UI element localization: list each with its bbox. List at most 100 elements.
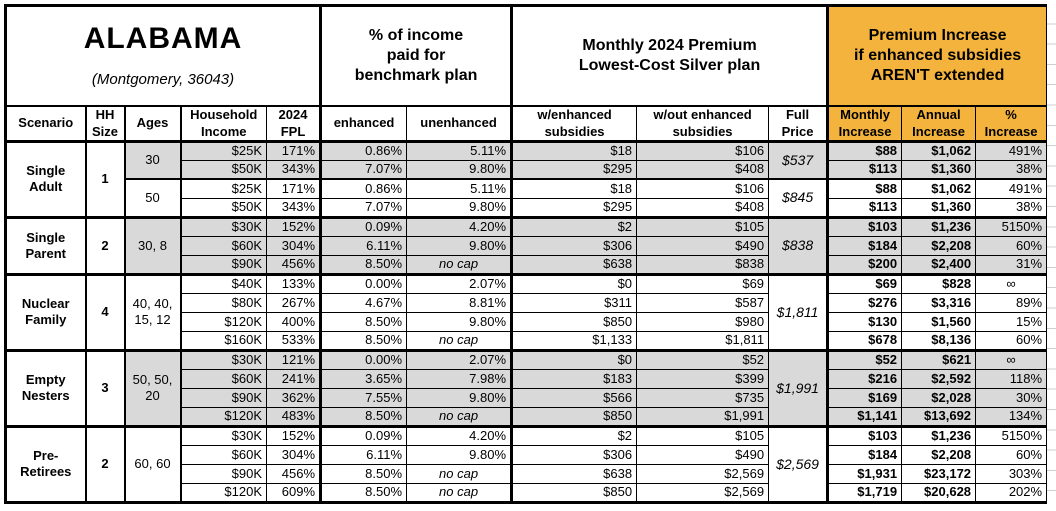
cell-pct-increase: 491% xyxy=(975,178,1050,199)
cell-annual-increase: $828 xyxy=(901,272,977,294)
cell-income: $50K xyxy=(180,197,267,218)
cell-income: $90K xyxy=(180,254,267,275)
cell-pct-increase: 134% xyxy=(975,406,1050,427)
cell-without-subsidies: $1,991 xyxy=(636,406,770,427)
cell-without-subsidies: $106 xyxy=(636,139,770,161)
cell-fpl: 456% xyxy=(265,254,323,275)
cell-monthly-increase: $200 xyxy=(827,254,903,275)
column-header-ages: Ages xyxy=(124,105,182,143)
cell-monthly-increase: $1,719 xyxy=(827,482,903,503)
cell-fpl: 343% xyxy=(265,159,323,180)
cell-annual-increase: $1,062 xyxy=(901,139,977,161)
cell-income: $60K xyxy=(180,444,267,465)
cell-fpl: 304% xyxy=(265,235,323,256)
cell-hh-size: 3 xyxy=(85,348,126,427)
table-row: 50 $25K 171% 0.86% 5.11% $18 $106 $845 $88 $1,062… xyxy=(6,178,1050,218)
table-row: Pre- Retirees 2 60, 60 $30K 152% 0.09% 4.20% $2… xyxy=(5,424,1050,503)
cell-fpl: 456% xyxy=(265,463,323,484)
cell-without-subsidies: $490 xyxy=(636,235,770,256)
cell-monthly-increase: $130 xyxy=(827,311,903,332)
cell-monthly-increase: $52 xyxy=(827,348,903,370)
cell-full-price: $1,811 xyxy=(768,272,830,351)
cell-unenhanced: 2.07% xyxy=(406,272,514,294)
cell-fpl: 241% xyxy=(265,368,323,389)
cell-ages: 60, 60 xyxy=(124,424,182,503)
table-row: $60K 241% 3.65% 7.98% $183 $399 $216 $2,592 118% xyxy=(6,368,1050,389)
cell-hh-size: 2 xyxy=(85,424,126,503)
cell-unenhanced: no cap xyxy=(406,463,514,484)
cell-pct-increase: 31% xyxy=(975,254,1050,275)
cell-income: $80K xyxy=(180,292,267,313)
cell-enhanced: 8.50% xyxy=(320,254,408,275)
cell-annual-increase: $1,360 xyxy=(901,197,977,218)
cell-fpl: 343% xyxy=(265,197,323,218)
cell-pct-increase: 5150% xyxy=(975,215,1050,237)
cell-without-subsidies: $408 xyxy=(636,159,770,180)
cell-pct-increase: 38% xyxy=(975,197,1050,218)
cell-without-subsidies: $105 xyxy=(636,215,770,237)
cell-enhanced: 0.09% xyxy=(320,215,408,237)
cell-with-subsidies: $566 xyxy=(511,387,638,408)
cell-monthly-increase: $103 xyxy=(827,215,903,237)
cell-with-subsidies: $850 xyxy=(511,406,638,427)
cell-full-price: $845 xyxy=(768,178,830,218)
cell-enhanced: 6.11% xyxy=(320,235,408,256)
cell-without-subsidies: $52 xyxy=(636,348,770,370)
cell-without-subsidies: $838 xyxy=(636,254,770,275)
cell-with-subsidies: $183 xyxy=(511,368,638,389)
cell-with-subsidies: $1,133 xyxy=(511,330,638,351)
cell-with-subsidies: $638 xyxy=(511,254,638,275)
column-header-annual-increase: Annual Increase xyxy=(901,105,977,143)
cell-annual-increase: $2,028 xyxy=(901,387,977,408)
cell-annual-increase: $2,592 xyxy=(901,368,977,389)
cell-income: $60K xyxy=(180,235,267,256)
cell-fpl: 400% xyxy=(265,311,323,332)
column-header-unenhanced: unenhanced xyxy=(406,105,514,143)
cell-with-subsidies: $2 xyxy=(511,215,638,237)
table-title-cell: ALABAMA (Montgomery, 36043) xyxy=(4,5,323,108)
cell-monthly-increase: $169 xyxy=(827,387,903,408)
cell-ages: 30, 8 xyxy=(124,215,182,275)
cell-with-subsidies: $295 xyxy=(511,197,638,218)
cell-annual-increase: $3,316 xyxy=(901,292,977,313)
cell-unenhanced: 8.81% xyxy=(406,292,514,313)
cell-enhanced: 6.11% xyxy=(320,444,408,465)
cell-income: $30K xyxy=(180,215,267,237)
cell-with-subsidies: $311 xyxy=(511,292,638,313)
cell-with-subsidies: $850 xyxy=(511,311,638,332)
cell-income: $25K xyxy=(180,139,267,161)
cell-monthly-increase: $88 xyxy=(827,139,903,161)
table-row: $120K 609% 8.50% no cap $850 $2,569 $1,719 $20,… xyxy=(6,482,1050,503)
column-header-2024-fpl: 2024 FPL xyxy=(265,105,323,143)
cell-pct-increase: 118% xyxy=(975,368,1050,389)
cell-enhanced: 7.55% xyxy=(320,387,408,408)
cell-enhanced: 8.50% xyxy=(320,406,408,427)
cell-income: $60K xyxy=(180,368,267,389)
column-header-enhanced: enhanced xyxy=(320,105,408,143)
cell-without-subsidies: $1,811 xyxy=(636,330,770,351)
column-header-with-enhanced-subsidies: w/enhanced subsidies xyxy=(511,105,638,143)
cell-annual-increase: $1,560 xyxy=(901,311,977,332)
cell-income: $25K xyxy=(180,178,267,199)
cell-unenhanced: 9.80% xyxy=(406,444,514,465)
cell-fpl: 362% xyxy=(265,387,323,408)
cell-enhanced: 3.65% xyxy=(320,368,408,389)
cell-without-subsidies: $980 xyxy=(636,311,770,332)
cell-annual-increase: $1,062 xyxy=(901,178,977,199)
cell-full-price: $2,569 xyxy=(768,424,830,503)
table-row: $90K 456% 8.50% no cap $638 $838 $200 $2,400 31% xyxy=(6,254,1050,275)
cell-income: $30K xyxy=(180,424,267,446)
table-body: Single Adult 1 30 $25K 171% 0.86% 5.11% $18 $106… xyxy=(5,139,1050,503)
cell-income: $90K xyxy=(180,387,267,408)
cell-unenhanced: 2.07% xyxy=(406,348,514,370)
cell-income: $120K xyxy=(180,406,267,427)
cell-enhanced: 0.09% xyxy=(320,424,408,446)
section-header-benchmark: % of income paid for benchmark plan xyxy=(320,5,514,108)
cell-fpl: 171% xyxy=(265,139,323,161)
cell-without-subsidies: $2,569 xyxy=(636,463,770,484)
cell-annual-increase: $8,136 xyxy=(901,330,977,351)
column-header-monthly-increase: Monthly Increase xyxy=(827,105,903,143)
cell-with-subsidies: $306 xyxy=(511,444,638,465)
cell-unenhanced: 9.80% xyxy=(406,197,514,218)
